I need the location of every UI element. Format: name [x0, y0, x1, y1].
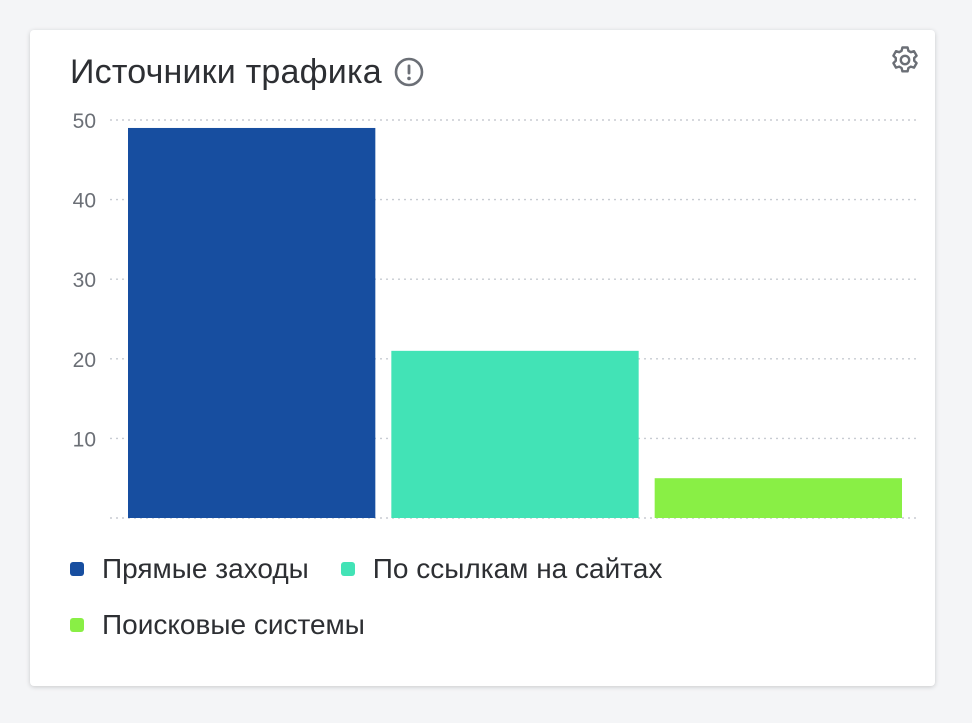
y-tick-label: 40: [73, 190, 96, 213]
legend-label: Прямые заходы: [102, 553, 309, 584]
legend-label: Поисковые системы: [102, 609, 365, 640]
bar-1[interactable]: [128, 127, 376, 519]
widget-header: Источники трафика: [70, 50, 424, 94]
traffic-sources-widget: Источники трафика 10 20 30 40 50 Прямые захо…: [30, 30, 935, 686]
bar-chart: 10 20 30 40 50: [73, 110, 920, 519]
legend-item[interactable]: Поисковые системы: [70, 608, 365, 642]
chart-legend: Прямые заходы По ссылкам на сайтах Поисков…: [70, 552, 910, 642]
legend-item[interactable]: По ссылкам на сайтах: [340, 552, 663, 586]
y-tick-label: 20: [73, 349, 96, 372]
legend-swatch: [70, 562, 84, 576]
bar-2[interactable]: [391, 350, 639, 518]
y-tick-label: 50: [73, 110, 96, 133]
bar-3[interactable]: [654, 478, 902, 518]
info-circle-icon[interactable]: [394, 57, 424, 87]
legend-swatch: [70, 618, 84, 632]
legend-swatch: [340, 562, 355, 576]
legend-label: По ссылкам на сайтах: [372, 553, 663, 584]
legend-item[interactable]: Прямые заходы: [70, 552, 309, 586]
widget-title: Источники трафика: [70, 52, 382, 91]
gear-icon[interactable]: [889, 44, 921, 76]
y-tick-label: 30: [73, 269, 96, 292]
y-tick-label: 10: [73, 428, 96, 451]
